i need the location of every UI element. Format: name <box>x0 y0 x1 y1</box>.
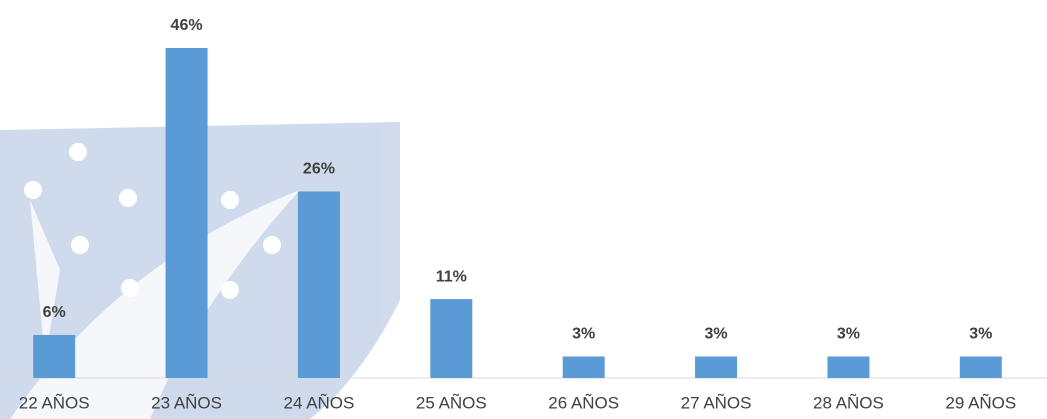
value-label: 6% <box>43 304 66 321</box>
x-tick-label: 25 AÑOS <box>416 393 487 412</box>
bar <box>827 356 870 378</box>
value-label: 3% <box>705 326 728 343</box>
x-tick-label: 28 AÑOS <box>813 393 884 412</box>
bar <box>297 191 340 378</box>
x-tick-label: 22 AÑOS <box>19 393 90 412</box>
x-tick-label: 23 AÑOS <box>151 393 222 412</box>
value-label: 3% <box>969 326 992 343</box>
value-label: 3% <box>837 326 860 343</box>
x-tick-label: 29 AÑOS <box>945 393 1016 412</box>
value-label: 26% <box>303 161 335 178</box>
bar <box>695 356 738 378</box>
x-tick-label: 24 AÑOS <box>284 393 355 412</box>
bar <box>562 356 605 378</box>
bar <box>959 356 1002 378</box>
bar <box>33 334 76 378</box>
x-tick-label: 27 AÑOS <box>681 393 752 412</box>
x-tick-label: 26 AÑOS <box>548 393 619 412</box>
bar <box>430 299 473 378</box>
value-label: 3% <box>572 326 595 343</box>
value-label: 46% <box>171 17 203 34</box>
bar <box>165 48 208 378</box>
value-label: 11% <box>436 268 467 285</box>
